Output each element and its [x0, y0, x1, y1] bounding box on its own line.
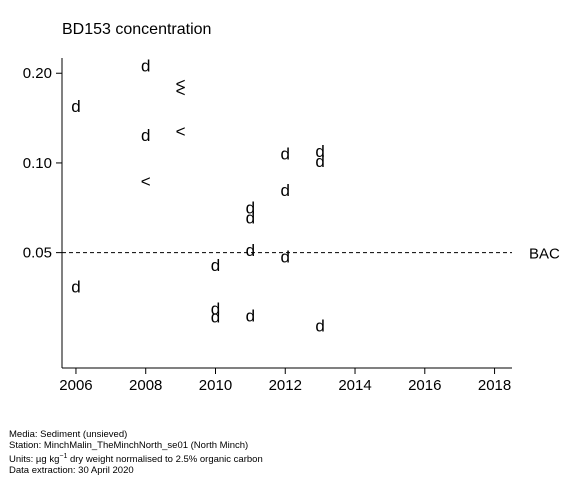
y-tick-label: 0.20 — [23, 65, 52, 82]
x-tick-label: 2016 — [408, 377, 441, 394]
data-point-d: d — [315, 152, 324, 171]
footer-metadata: Media: Sediment (unsieved) Station: Minc… — [9, 429, 263, 476]
bac-label: BAC — [529, 246, 560, 263]
reference-line-group: BAC — [62, 246, 560, 263]
chart-title: BD153 concentration — [62, 21, 211, 38]
data-point-d: d — [281, 248, 290, 267]
data-point-d: d — [281, 181, 290, 200]
x-tick-label: 2018 — [478, 377, 511, 394]
x-tick-label: 2010 — [199, 377, 232, 394]
data-point-d: d — [71, 97, 80, 116]
data-point-less-than: < — [141, 172, 151, 191]
data-point-d: d — [211, 308, 220, 327]
data-point-less-than: < — [176, 74, 186, 93]
chart: BD153 concentration 2006 2008 2010 2012 2014… — [23, 21, 560, 394]
x-tick-label: 2006 — [59, 377, 92, 394]
footer-units-prefix: Units: µg kg — [9, 454, 60, 466]
data-point-d: d — [281, 145, 290, 164]
data-point-less-than: < — [176, 82, 186, 101]
footer-units-suffix: dry weight normalised to 2.5% organic ca… — [67, 454, 263, 466]
x-tick-label: 2008 — [129, 377, 162, 394]
footer-units: Units: µg kg−1 dry weight normalised to … — [9, 451, 263, 465]
data-point-d: d — [315, 316, 324, 335]
data-point-d: d — [211, 256, 220, 275]
footer-media: Media: Sediment (unsieved) — [9, 429, 128, 440]
data-point-less-than: < — [176, 122, 186, 141]
axes: 2006 2008 2010 2012 2014 2016 2018 0.05 0.10 0.20 — [23, 58, 512, 394]
data-point-d: d — [211, 299, 220, 318]
footer-data-extraction: Data extraction: 30 April 2020 — [9, 465, 134, 477]
x-tick-label: 2012 — [269, 377, 302, 394]
footer-units-superscript: −1 — [59, 453, 68, 460]
data-point-d: d — [315, 142, 324, 161]
data-point-d: d — [246, 241, 255, 260]
footer-station: Station: MinchMalin_TheMinchNorth_se01 (… — [9, 440, 249, 451]
data-point-d: d — [141, 126, 150, 145]
x-tick-label: 2014 — [338, 377, 371, 394]
data-point-d: d — [71, 277, 80, 296]
y-tick-label: 0.10 — [23, 155, 52, 172]
data-point-d: d — [246, 198, 255, 217]
data-point-d: d — [141, 57, 150, 76]
data-point-d: d — [246, 209, 255, 228]
data-point-d: d — [246, 306, 255, 325]
y-tick-label: 0.05 — [23, 245, 52, 262]
